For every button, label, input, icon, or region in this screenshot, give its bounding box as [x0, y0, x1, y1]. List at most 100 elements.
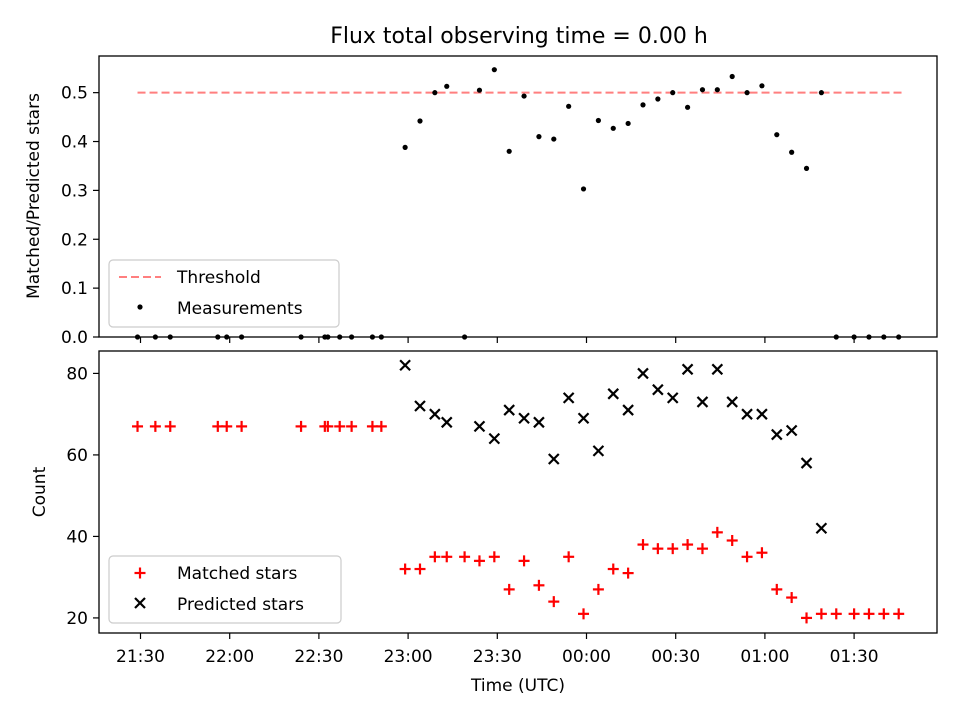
measurement-point [744, 90, 750, 96]
matched-star-point [607, 563, 619, 575]
legend-predicted-label: Predicted stars [177, 595, 304, 615]
predicted-star-point [440, 416, 453, 429]
x-tick-label: 22:30 [294, 647, 343, 667]
measurement-point [670, 90, 676, 96]
predicted-star-point-b [607, 388, 620, 400]
matched-star-point [786, 592, 798, 604]
top-y-tick-label: 0.3 [61, 181, 88, 201]
predicted-star-point-b [414, 400, 426, 412]
matched-star-point [164, 420, 176, 432]
bottom-y-axis-label: Count [30, 466, 50, 517]
top-y-axis: 0.0 0.1 0.2 0.3 0.4 0.5 [61, 84, 99, 348]
predicted-star-point-b [711, 363, 724, 376]
predicted-star-point [681, 363, 694, 376]
measurement-point [444, 83, 450, 89]
matched-star-point [548, 596, 560, 608]
matched-star-point [815, 608, 827, 620]
predicted-star-point-b [473, 420, 486, 433]
measurement-point [610, 125, 616, 131]
x-tick-label: 23:00 [384, 647, 433, 667]
predicted-star-point [488, 432, 501, 445]
predicted-star-point [562, 392, 575, 404]
matched-star-point [622, 567, 634, 579]
predicted-star-point-b [488, 432, 501, 445]
predicted-star-point [711, 363, 724, 376]
predicted-star-point [785, 424, 798, 437]
measurement-point [684, 104, 691, 110]
matched-star-point [488, 551, 500, 563]
predicted-star-point-b [741, 408, 753, 420]
bottom-legend-box [108, 555, 342, 624]
measurement-point [655, 96, 661, 102]
matched-star-point [637, 539, 649, 551]
matched-star-point [771, 583, 783, 595]
predicted-star-point [652, 383, 664, 396]
measurement-point [491, 67, 497, 73]
measurement-point [803, 165, 810, 171]
bottom-legend: Matched stars Predicted stars [108, 555, 342, 624]
measurement-point [625, 120, 631, 127]
predicted-star-point-b [800, 457, 813, 469]
predicted-star-point [622, 404, 634, 416]
predicted-star-point-b [681, 363, 694, 376]
predicted-star-point [637, 367, 649, 380]
matched-star-point [399, 563, 411, 575]
matched-star-point [346, 420, 358, 432]
top-y-tick-label: 0.1 [61, 279, 88, 299]
predicted-stars-series [399, 359, 828, 535]
legend-threshold-label: Threshold [176, 268, 261, 288]
predicted-star-point-b [785, 424, 798, 437]
predicted-star-point-b [696, 396, 709, 408]
x-tick-label: 23:30 [473, 647, 522, 667]
legend-predicted-swatch [134, 597, 146, 609]
predicted-star-point-b [815, 522, 828, 535]
predicted-star-point-b [440, 416, 453, 429]
legend-measurements-label: Measurements [177, 299, 303, 319]
predicted-star-point [399, 359, 411, 372]
measurement-point [714, 87, 720, 93]
figure-title: Flux total observing time = 0.00 h [330, 24, 708, 49]
predicted-star-point [607, 388, 620, 400]
predicted-star-point [548, 453, 560, 465]
predicted-star-point [503, 404, 515, 416]
y-tick-label: 40 [66, 527, 88, 547]
matched-star-point [696, 543, 708, 555]
matched-star-point [473, 555, 485, 567]
matched-star-point [322, 420, 334, 432]
measurement-point [551, 136, 557, 142]
matched-star-point [236, 420, 248, 432]
predicted-star-point-b [562, 392, 575, 404]
predicted-star-point [592, 445, 605, 457]
matched-star-point [429, 551, 441, 563]
measurement-point [506, 148, 512, 154]
predicted-star-point-b [771, 428, 783, 441]
y-tick-label: 80 [66, 364, 88, 384]
measurement-point [402, 144, 408, 150]
matched-star-point [830, 608, 842, 620]
matched-star-point [711, 526, 723, 538]
matched-star-point [132, 420, 144, 432]
predicted-star-point-b [503, 404, 515, 416]
predicted-star-point [518, 412, 530, 425]
matched-star-point [726, 534, 738, 546]
predicted-star-point [666, 392, 679, 404]
x-tick-label: 21:30 [116, 647, 165, 667]
measurement-point [521, 93, 527, 99]
x-tick-label: 01:00 [740, 647, 789, 667]
legend-measurements-swatch [137, 304, 143, 310]
top-legend: Threshold Measurements [108, 259, 340, 328]
predicted-star-point [815, 522, 828, 535]
matched-star-point [334, 420, 346, 432]
matched-star-point [518, 555, 530, 567]
bottom-plot-frame [98, 350, 938, 634]
predicted-star-point [800, 457, 813, 469]
predicted-star-point [696, 396, 709, 408]
legend-matched-label: Matched stars [177, 564, 297, 584]
measurement-point [566, 103, 572, 109]
top-y-tick-label: 0.5 [61, 84, 88, 104]
predicted-star-point [473, 420, 486, 433]
measurement-point [432, 90, 438, 96]
matched-star-point [533, 579, 545, 591]
bottom-panel: 20 40 60 80 21:30 22:00 22:30 23:00 23:30 00:00 0… [30, 350, 938, 696]
